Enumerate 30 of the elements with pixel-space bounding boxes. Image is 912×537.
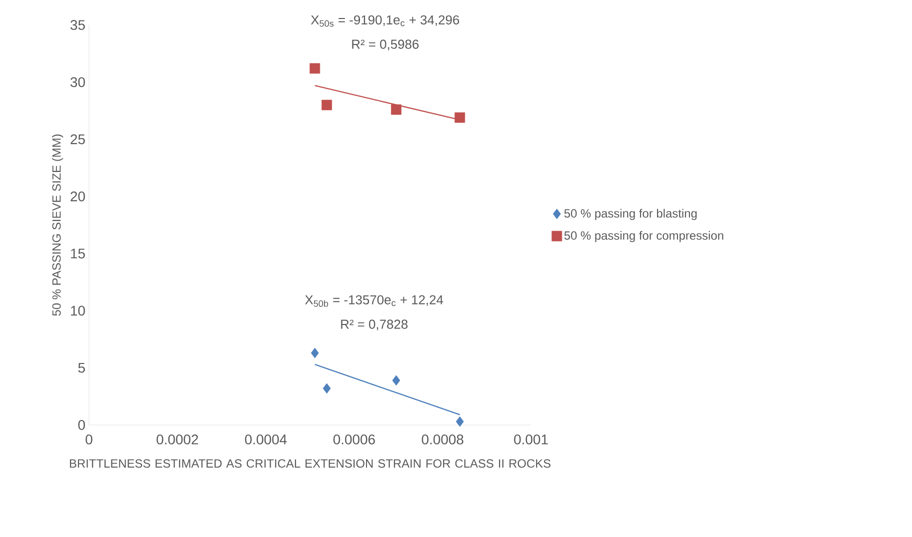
x-tick-label: 0.0002 (156, 434, 198, 444)
point (310, 63, 320, 74)
y-tick-label: 25 (70, 134, 85, 144)
annotation: X$_{50b}$ = -13570e$_{c}$ + 12,24 (305, 295, 444, 307)
point (454, 112, 466, 123)
x-tick-label: 0 (86, 434, 92, 444)
x-tick-label: 0.0004 (245, 434, 287, 444)
annotation: R² = 0,5986 (352, 40, 419, 50)
x-tick-label: 0.0006 (333, 434, 375, 444)
x-tick-label: 0.001 (514, 434, 548, 444)
point (390, 104, 402, 115)
y-tick-label: 10 (71, 306, 85, 316)
y-tick-label: 20 (70, 191, 85, 202)
point (322, 383, 331, 394)
point (392, 375, 400, 386)
legend-label: 50 % passing for compression (564, 230, 724, 242)
x-axis-title: BRITTLENESS ESTIMATED AS CRITICAL EXTENSION STRAIN FOR CLASS II ROCKS (70, 459, 550, 468)
point (456, 416, 464, 427)
legend-label: 50 % passing for blasting (564, 208, 697, 220)
y-tick-label: 5 (78, 362, 85, 373)
point (310, 348, 319, 358)
y-tick-label: 35 (70, 20, 85, 30)
y-tick-label: 15 (71, 248, 85, 258)
y-tick-label: 0 (78, 420, 85, 430)
y-tick-label: 30 (70, 77, 85, 88)
annotation: R² = 0,7828 (341, 320, 408, 330)
y-axis-title: 50 % PASSING SIEVE SIZE (MM) (52, 134, 64, 316)
point (322, 100, 332, 110)
annotation: X$_{50s}$ = -9190,1e$_{c}$ + 34,296 (310, 15, 460, 27)
x-tick-label: 0.0008 (422, 434, 464, 444)
